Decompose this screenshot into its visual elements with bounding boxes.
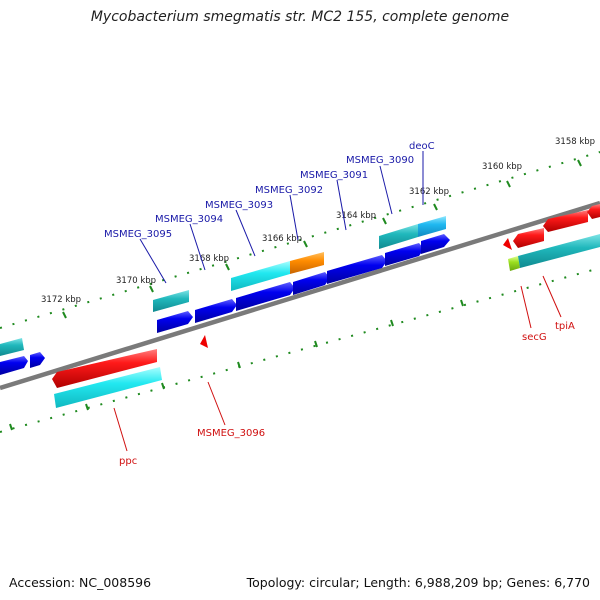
reverse-feature-track — [54, 234, 600, 408]
feature-block[interactable] — [0, 338, 24, 356]
accession-text: Accession: NC_008596 — [9, 575, 152, 590]
ruler-label: 3164 kbp — [336, 211, 376, 221]
reverse-cds[interactable] — [503, 238, 512, 250]
reverse-gene-labels: ppc MSMEG_3096 secG tpiA — [119, 321, 575, 467]
reverse-cds[interactable] — [543, 210, 588, 232]
forward-feature-track — [0, 216, 446, 356]
ruler-label: 3168 kbp — [189, 254, 229, 264]
reverse-cds[interactable] — [513, 228, 544, 248]
gene-label[interactable]: ppc — [119, 456, 137, 467]
forward-cds[interactable] — [0, 356, 28, 375]
forward-leader-lines — [139, 151, 424, 284]
page-title: Mycobacterium smegmatis str. MC2 155, co… — [90, 9, 510, 25]
gene-label[interactable]: MSMEG_3096 — [197, 428, 265, 439]
gene-label[interactable]: MSMEG_3092 — [255, 185, 323, 196]
feature-block[interactable] — [379, 224, 418, 249]
feature-block[interactable] — [231, 261, 290, 291]
gene-label[interactable]: MSMEG_3094 — [155, 214, 223, 225]
ruler-label: 3158 kbp — [555, 137, 595, 147]
reverse-cds[interactable] — [52, 349, 157, 388]
feature-block[interactable] — [518, 234, 600, 268]
ruler-label: 3162 kbp — [409, 187, 449, 197]
gene-label[interactable]: MSMEG_3090 — [346, 155, 414, 166]
reverse-cds[interactable] — [200, 335, 208, 348]
gene-label[interactable]: tpiA — [555, 321, 575, 332]
forward-cds[interactable] — [293, 272, 330, 295]
forward-cds-track — [0, 234, 450, 375]
feature-block[interactable] — [418, 216, 446, 237]
ruler-labels: 3172 kbp 3170 kbp 3168 kbp 3166 kbp 3164… — [41, 137, 595, 305]
forward-cds[interactable] — [195, 299, 237, 323]
feature-block[interactable] — [153, 290, 189, 312]
feature-block[interactable] — [54, 367, 162, 408]
ruler-label: 3160 kbp — [482, 162, 522, 172]
gene-label[interactable]: MSMEG_3091 — [300, 170, 368, 181]
reverse-cds-track — [52, 204, 600, 388]
feature-block[interactable] — [290, 252, 324, 274]
ruler-label: 3170 kbp — [116, 276, 156, 286]
gene-label[interactable]: secG — [522, 332, 547, 343]
forward-cds[interactable] — [385, 243, 424, 266]
forward-cds[interactable] — [157, 311, 193, 333]
reverse-cds[interactable] — [587, 204, 600, 219]
gene-label[interactable]: MSMEG_3093 — [205, 200, 273, 211]
genome-backbone — [0, 200, 600, 391]
ruler-label: 3172 kbp — [41, 295, 81, 305]
gene-label[interactable]: deoC — [409, 141, 435, 152]
topology-text: Topology: circular; Length: 6,988,209 bp… — [246, 575, 590, 590]
feature-block[interactable] — [508, 256, 520, 271]
inner-ruler-ticks — [9, 299, 464, 431]
forward-cds[interactable] — [421, 234, 450, 254]
forward-cds[interactable] — [236, 282, 295, 311]
outer-ruler — [0, 151, 600, 329]
forward-gene-labels: MSMEG_3095 MSMEG_3094 MSMEG_3093 MSMEG_3… — [104, 141, 435, 240]
reverse-leader-lines — [113, 275, 562, 452]
forward-cds[interactable] — [30, 352, 45, 368]
outer-ruler-ticks — [62, 159, 582, 319]
forward-cds[interactable] — [327, 255, 387, 284]
gene-label[interactable]: MSMEG_3095 — [104, 229, 172, 240]
ruler-label: 3166 kbp — [262, 234, 302, 244]
